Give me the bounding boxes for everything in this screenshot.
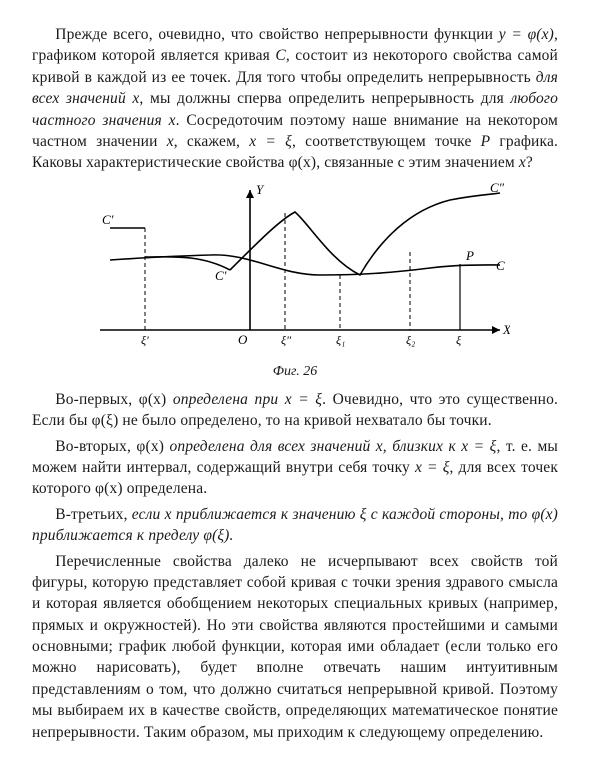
svg-text:ξ′: ξ′ <box>141 333 149 347</box>
figure-svg: Y X O C′ C′ C″ C Pξ′ ξ″ ξ₁ ξ₂ ξ <box>80 180 510 360</box>
paragraph-1: Прежде всего, очевидно, что свойство неп… <box>32 24 558 174</box>
text: Во-вторых, φ(x) <box>55 438 169 455</box>
text: В-третьих, <box>55 506 132 523</box>
paragraph-4: В-третьих, если x приближается к значени… <box>32 504 558 547</box>
text: , мы должны сперва определить непрерывно… <box>139 90 510 107</box>
paragraph-2: Во-первых, φ(x) определена при x = ξ. Оч… <box>32 389 558 432</box>
text: Перечисленные свойства далеко не исчерпы… <box>32 553 558 741</box>
math: P <box>481 133 491 150</box>
math: y = φ(x) <box>499 26 554 43</box>
svg-text:C: C <box>496 258 505 273</box>
text: , скажем, <box>174 133 250 150</box>
math: C <box>275 47 286 64</box>
svg-text:O: O <box>238 332 248 347</box>
math: x = ξ <box>249 133 292 150</box>
text: Во-первых, φ(x) <box>55 391 173 408</box>
svg-text:ξ″: ξ″ <box>281 333 292 347</box>
text: ? <box>526 154 533 171</box>
svg-text:C′: C′ <box>102 212 114 227</box>
text: Прежде всего, очевидно, что свойство неп… <box>55 26 498 43</box>
figure-caption: Фиг. 26 <box>32 362 558 381</box>
svg-text:C″: C″ <box>490 180 505 195</box>
text: , соответствующем точке <box>292 133 481 150</box>
svg-text:ξ: ξ <box>456 333 462 347</box>
paragraph-5: Перечисленные свойства далеко не исчерпы… <box>32 551 558 743</box>
math: x <box>167 133 174 150</box>
math: x = ξ <box>415 459 450 476</box>
math: x <box>519 154 526 171</box>
svg-text:X: X <box>502 322 510 337</box>
paragraph-3: Во-вторых, φ(x) определена для всех знач… <box>32 436 558 500</box>
svg-text:C′: C′ <box>215 268 227 283</box>
svg-text:ξ₁: ξ₁ <box>336 333 345 347</box>
emph: определена при x = ξ <box>173 391 322 408</box>
svg-text:P: P <box>465 248 474 263</box>
emph: определена для всех значений x, близких … <box>169 438 496 455</box>
svg-text:ξ₂: ξ₂ <box>406 333 415 347</box>
figure-26: Y X O C′ C′ C″ C Pξ′ ξ″ ξ₁ ξ₂ ξ Фиг. 26 <box>32 180 558 381</box>
svg-text:Y: Y <box>256 182 265 197</box>
